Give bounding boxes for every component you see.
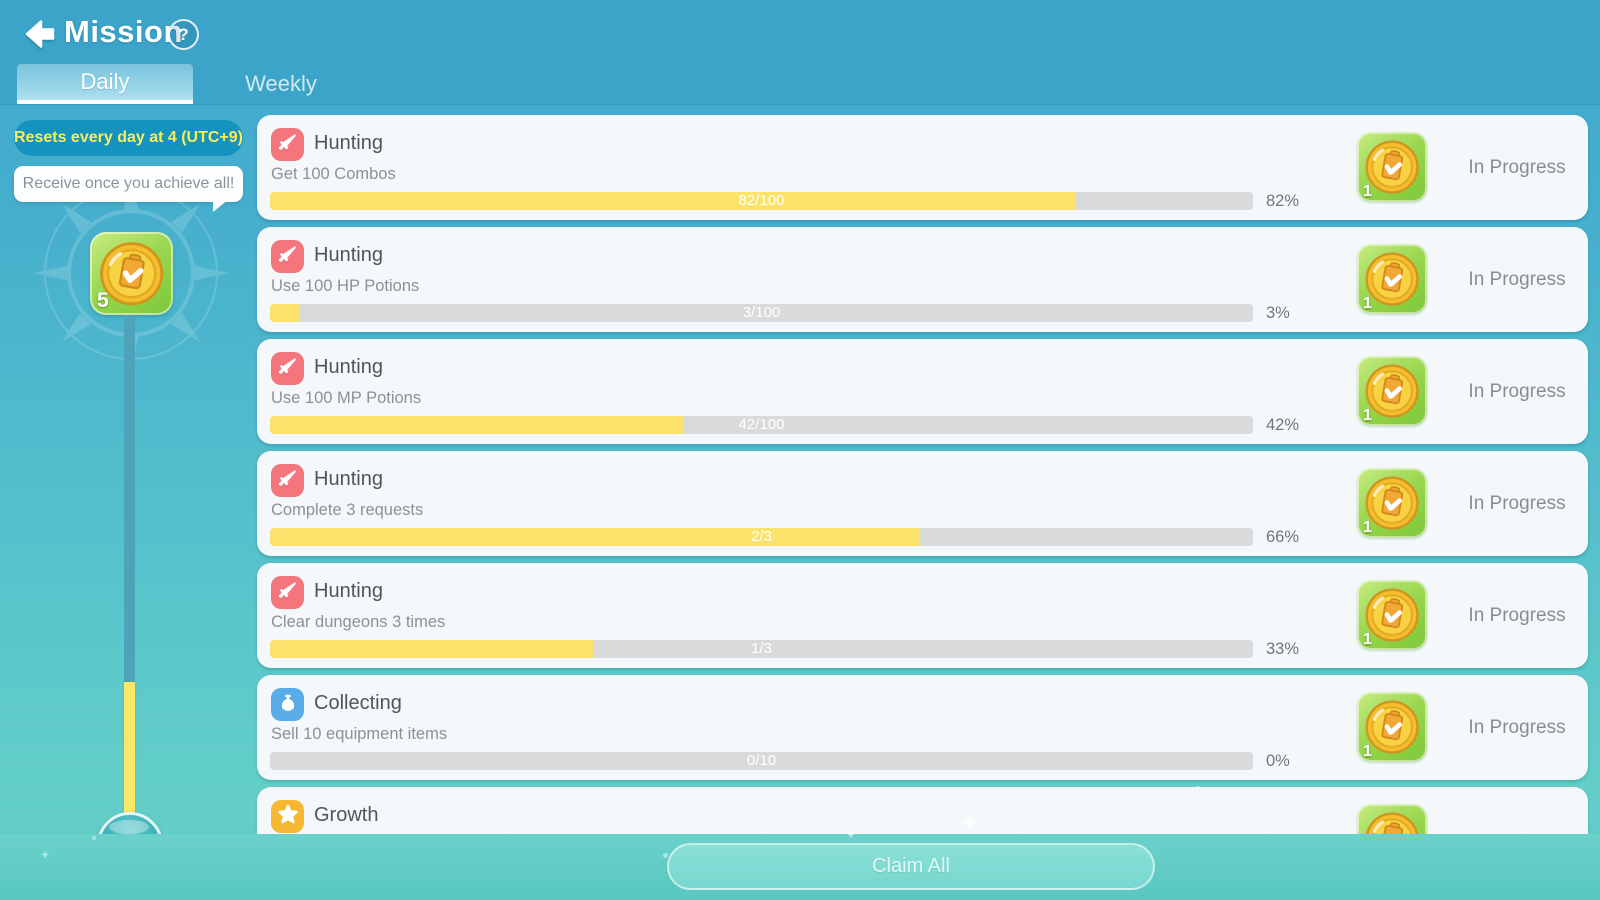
reward-coin-icon (1357, 356, 1427, 426)
progress-percent-label: 0% (1266, 752, 1290, 770)
mission-status: In Progress (1468, 716, 1566, 738)
reset-timer-badge: Resets every day at 4 (UTC+9) (14, 120, 243, 156)
back-arrow-icon (20, 20, 60, 58)
mission-category-label: Hunting (314, 244, 383, 266)
mission-row: Collecting Sell 10 equipment items 0/10 … (257, 675, 1588, 780)
progress-fraction-label: 3/100 (742, 304, 781, 321)
mission-category-label: Hunting (314, 580, 383, 602)
mission-category-label: Hunting (314, 468, 383, 490)
sword-icon (275, 353, 301, 384)
mission-row: Hunting Complete 3 requests 2/3 66% (257, 451, 1588, 556)
mission-progress-bar: 0/10 (270, 752, 1253, 770)
reward-coin-icon (1357, 244, 1427, 314)
category-icon (271, 352, 304, 385)
tab-weekly[interactable]: Weekly (245, 71, 317, 96)
bubble-tail (213, 199, 229, 212)
progress-fraction-label: 0/10 (746, 752, 777, 769)
progress-fraction-label: 42/100 (738, 416, 785, 433)
reward-coin-icon (1357, 468, 1427, 538)
reward-count: 1 (1363, 407, 1372, 424)
mission-reward-badge: 1 (1357, 468, 1427, 538)
progress-percent-label: 33% (1266, 640, 1300, 658)
mission-reward-badge: 1 (1357, 356, 1427, 426)
mission-progress-bar: 1/3 (270, 640, 1253, 658)
category-icon (271, 464, 304, 497)
mission-status: In Progress (1468, 268, 1566, 290)
mission-description: Use 100 MP Potions (271, 389, 422, 407)
mission-reward-badge: 1 (1357, 692, 1427, 762)
progress-bar-fill (270, 304, 300, 322)
mission-row: Hunting Clear dungeons 3 times 1/3 33% (257, 563, 1588, 668)
mission-status: In Progress (1468, 492, 1566, 514)
category-icon (271, 688, 304, 721)
page-title: Mission (64, 14, 183, 49)
mission-description: Complete 3 requests (271, 501, 424, 519)
claim-all-button[interactable]: Claim All (667, 843, 1155, 890)
progress-percent-label: 3% (1266, 304, 1290, 322)
mission-category-label: Hunting (314, 132, 383, 154)
mission-status: In Progress (1468, 156, 1566, 178)
milestone-reward-badge: 5 (90, 232, 173, 315)
mission-reward-badge: 1 (1357, 580, 1427, 650)
mission-reward-badge: 1 (1357, 244, 1427, 314)
help-icon[interactable]: ? (168, 19, 199, 50)
reward-count: 1 (1363, 295, 1372, 312)
money-bag-icon (275, 689, 301, 720)
milestone-track (124, 315, 135, 682)
sword-icon (275, 129, 301, 160)
mission-description: Clear dungeons 3 times (271, 613, 446, 631)
reward-coin-icon (1357, 132, 1427, 202)
mission-row: Hunting Use 100 MP Potions 42/100 42% (257, 339, 1588, 444)
mission-status: In Progress (1468, 604, 1566, 626)
reward-coin-icon (1357, 692, 1427, 762)
progress-fraction-label: 1/3 (751, 640, 772, 657)
category-icon (271, 576, 304, 609)
sword-icon (275, 465, 301, 496)
progress-percent-label: 66% (1266, 528, 1300, 546)
progress-bar-fill (270, 416, 683, 434)
category-icon (271, 240, 304, 273)
tab-bar: Daily Weekly (17, 64, 369, 104)
progress-fraction-label: 82/100 (738, 192, 785, 209)
mission-description: Use 100 HP Potions (271, 277, 420, 295)
reward-coin-icon (90, 232, 173, 315)
reward-count: 1 (1363, 183, 1372, 200)
reward-count: 1 (1363, 519, 1372, 536)
mission-progress-bar: 3/100 (270, 304, 1253, 322)
star-icon (275, 801, 301, 832)
mission-progress-bar: 42/100 (270, 416, 1253, 434)
mission-progress-bar: 2/3 (270, 528, 1253, 546)
progress-bar-fill (270, 192, 1077, 210)
progress-bar-fill (270, 528, 919, 546)
tab-daily[interactable]: Daily (17, 64, 193, 104)
category-icon (271, 128, 304, 161)
progress-percent-label: 42% (1266, 416, 1300, 434)
mission-progress-bar: 82/100 (270, 192, 1253, 210)
mission-description: Sell 10 equipment items (271, 725, 448, 743)
mission-list[interactable]: Hunting Get 100 Combos 82/100 82% (257, 115, 1588, 892)
milestone-track-fill (124, 682, 135, 840)
reward-coin-icon (1357, 580, 1427, 650)
mission-reward-badge: 1 (1357, 132, 1427, 202)
mission-category-label: Growth (314, 804, 379, 826)
header-bar: Mission ? Daily Weekly (0, 0, 1600, 104)
mission-description: Get 100 Combos (271, 165, 396, 183)
milestone-reward-count: 5 (97, 289, 109, 312)
mission-category-label: Hunting (314, 356, 383, 378)
progress-fraction-label: 2/3 (751, 528, 772, 545)
progress-percent-label: 82% (1266, 192, 1300, 210)
sword-icon (275, 577, 301, 608)
back-button[interactable] (20, 14, 60, 54)
mission-row: Hunting Use 100 HP Potions 3/100 3% (257, 227, 1588, 332)
category-icon (271, 800, 304, 833)
mission-category-label: Collecting (314, 692, 402, 714)
mission-row: Hunting Get 100 Combos 82/100 82% (257, 115, 1588, 220)
reward-count: 1 (1363, 743, 1372, 760)
progress-bar-fill (270, 640, 595, 658)
mission-status: In Progress (1468, 380, 1566, 402)
sword-icon (275, 241, 301, 272)
reward-count: 1 (1363, 631, 1372, 648)
achievement-note-bubble: Receive once you achieve all! (14, 166, 243, 202)
